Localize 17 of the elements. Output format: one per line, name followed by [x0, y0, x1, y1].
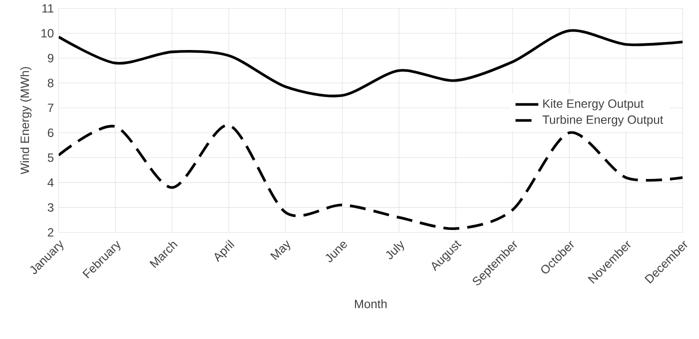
y-tick-label: 9 — [48, 54, 54, 62]
line-series — [58, 29, 683, 98]
y-tick-label: 11 — [42, 4, 54, 12]
y-tick-label: 3 — [48, 203, 54, 212]
y-tick-label: 8 — [48, 78, 54, 88]
y-tick-label: 2 — [48, 228, 54, 237]
legend-label: Turbine Energy Output — [542, 115, 664, 126]
y-tick-label: 5 — [48, 153, 54, 162]
y-tick-label: 7 — [48, 104, 54, 112]
x-tick-label: May — [270, 240, 290, 260]
y-tick-label: 10 — [42, 28, 54, 38]
x-tick-label: July — [386, 240, 404, 260]
legend-label: Kite Energy Output — [543, 99, 644, 110]
x-axis-title: Month — [354, 299, 387, 308]
y-tick-label: 4 — [48, 178, 54, 187]
y-axis-title: Wind Energy (MWh) — [20, 67, 32, 174]
y-tick-label: 6 — [48, 128, 54, 138]
